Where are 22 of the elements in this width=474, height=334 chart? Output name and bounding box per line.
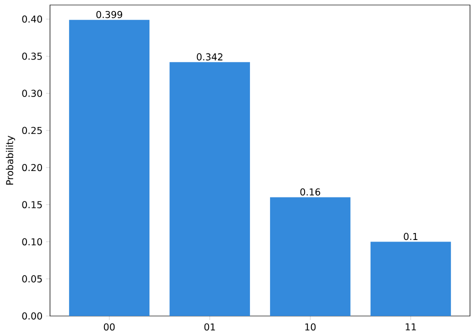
y-tick-label: 0.10: [22, 238, 42, 246]
x-tick-label: 10: [305, 323, 316, 331]
x-tick-label: 01: [204, 323, 215, 331]
y-tick-label: 0.35: [22, 52, 42, 60]
data-label: 0.1: [404, 232, 418, 240]
y-tick-label: 0.15: [22, 201, 42, 208]
y-tick-label: 0.25: [22, 126, 42, 134]
bar: [370, 242, 451, 316]
x-tick-label: 11: [406, 323, 416, 330]
y-tick-label: 0.20: [22, 164, 42, 172]
y-tick-label: 0.30: [22, 90, 42, 97]
bar: [170, 62, 250, 316]
y-tick-label: 0.00: [22, 312, 42, 320]
x-tick-label: 00: [104, 323, 115, 331]
y-axis-title: Probability: [6, 136, 16, 185]
data-label: 0.399: [96, 10, 122, 18]
data-label: 0.16: [300, 188, 320, 196]
bar: [69, 20, 150, 316]
bar: [270, 197, 350, 316]
y-tick-label: 0.05: [22, 275, 42, 282]
data-label: 0.342: [196, 53, 222, 60]
y-tick-label: 0.40: [22, 16, 42, 23]
